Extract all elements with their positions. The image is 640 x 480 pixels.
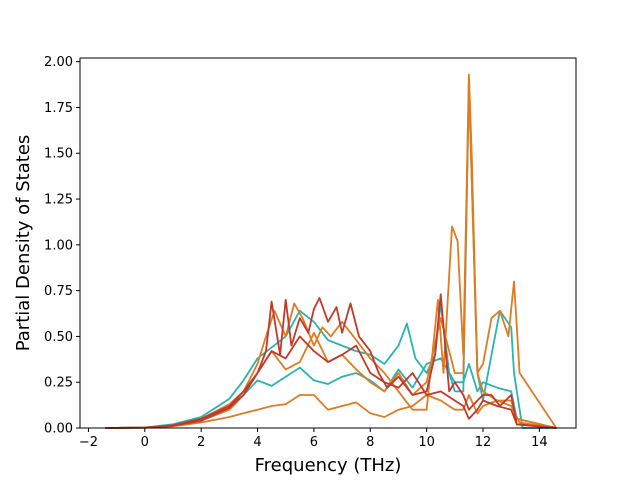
x-tick-label: 12	[475, 435, 492, 450]
y-tick-label: 2.00	[44, 55, 73, 70]
y-tick-label: 0.00	[44, 422, 73, 437]
x-tick-label: −2	[79, 435, 98, 450]
x-axis-label: Frequency (THz)	[255, 455, 402, 476]
x-tick-label: 6	[310, 435, 318, 450]
x-axis: −2 0 2 4 6 8 10 12 14	[79, 428, 548, 450]
axes-frame	[79, 57, 577, 429]
series-line-3	[105, 394, 557, 429]
series-line-4	[105, 73, 558, 429]
series-line-5	[105, 82, 557, 429]
series-line-6	[105, 293, 557, 429]
x-tick-label: 10	[418, 435, 435, 450]
x-tick-label: 4	[253, 435, 261, 450]
x-tick-label: 2	[197, 435, 205, 450]
x-tick-label: 8	[366, 435, 374, 450]
y-tick-label: 0.25	[44, 376, 73, 391]
series-line-1	[105, 82, 557, 429]
y-tick-label: 1.75	[44, 101, 73, 116]
y-axis-label: Partial Density of States	[13, 135, 34, 352]
y-tick-label: 1.25	[44, 193, 73, 208]
x-tick-label: 14	[531, 435, 548, 450]
y-tick-label: 1.50	[44, 147, 73, 162]
x-tick-label: 0	[141, 435, 149, 450]
series-line-7	[105, 335, 557, 429]
y-tick-label: 0.75	[44, 284, 73, 299]
y-tick-label: 0.50	[44, 330, 73, 345]
y-tick-label: 1.00	[44, 238, 73, 253]
plot-area	[105, 73, 558, 429]
y-axis: 0.00 0.25 0.50 0.75 1.00 1.25 1.50 1.75 2.00	[44, 55, 80, 437]
